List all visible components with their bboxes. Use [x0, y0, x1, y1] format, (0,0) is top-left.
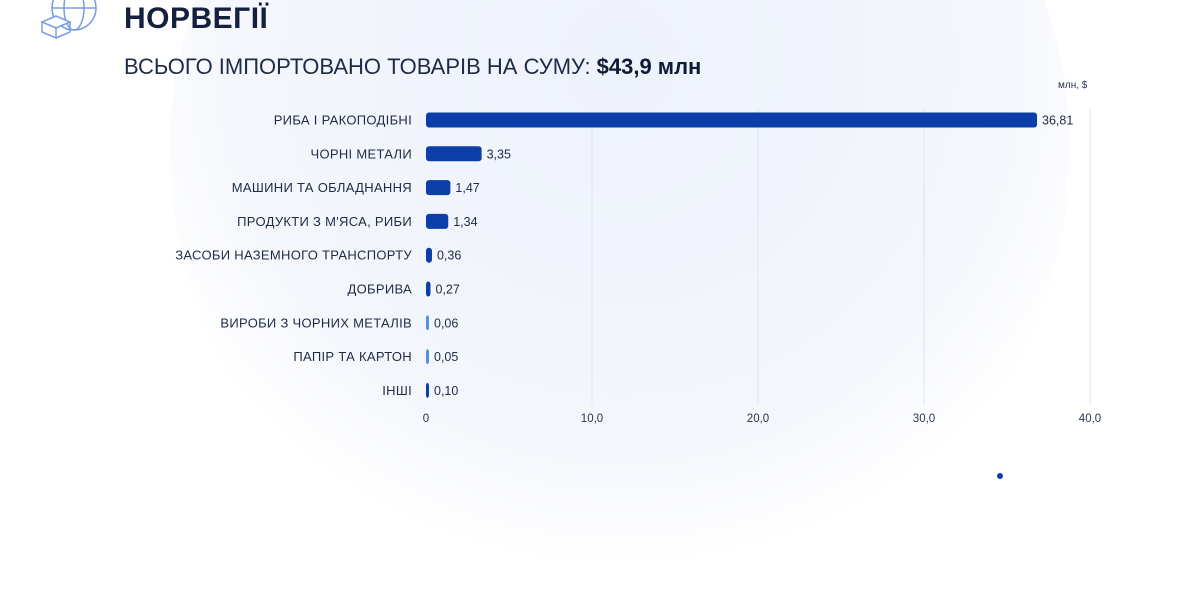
category-label: ВИРОБИ З ЧОРНИХ МЕТАЛІВ — [220, 315, 412, 330]
page-title: НОРВЕГІЇ — [124, 2, 269, 35]
value-label: 1,47 — [455, 181, 479, 195]
bar — [426, 382, 429, 398]
page-indicator-dot — [997, 473, 1003, 479]
import-total: ВСЬОГО ІМПОРТОВАНО ТОВАРІВ НА СУМУ: $43,9… — [124, 54, 701, 80]
import-total-amount: $43,9 млн — [596, 54, 702, 79]
value-label: 0,36 — [437, 249, 461, 263]
category-label: ЗАСОБИ НАЗЕМНОГО ТРАНСПОРТУ — [175, 248, 412, 263]
import-total-label: ВСЬОГО ІМПОРТОВАНО ТОВАРІВ НА СУМУ: — [124, 54, 591, 79]
x-tick-label: 40,0 — [1079, 413, 1101, 425]
value-label: 3,35 — [487, 147, 511, 161]
bar — [426, 213, 449, 229]
category-label: ПАПІР ТА КАРТОН — [293, 349, 412, 364]
value-label: 0,10 — [434, 384, 458, 398]
bar — [426, 146, 482, 162]
category-label: ІНШІ — [382, 383, 412, 398]
bar — [426, 112, 1038, 128]
value-label: 36,81 — [1042, 114, 1073, 128]
category-label: ДОБРИВА — [348, 282, 413, 297]
bar — [426, 247, 432, 263]
value-label: 0,06 — [434, 316, 458, 330]
x-tick-label: 0 — [423, 413, 429, 425]
category-label: МАШИНИ ТА ОБЛАДНАННЯ — [232, 180, 412, 195]
unit-label: млн, $ — [1058, 80, 1088, 91]
category-label: РИБА І РАКОПОДІБНІ — [274, 113, 412, 128]
category-label: ЧОРНІ МЕТАЛИ — [311, 146, 413, 161]
value-label: 0,05 — [434, 350, 458, 364]
category-label: ПРОДУКТИ З М'ЯСА, РИБИ — [237, 214, 412, 229]
value-label: 1,34 — [453, 215, 477, 229]
x-tick-label: 20,0 — [747, 413, 769, 425]
bar-chart: 0 10,0 20,0 30,0 40,0 РИБА І РАКОПОДІБНІ 36,81… — [175, 108, 1101, 425]
bar — [426, 180, 451, 196]
bar — [426, 281, 431, 297]
globe-icon — [40, 0, 97, 40]
bar — [426, 349, 429, 365]
bar — [426, 315, 429, 331]
x-tick-label: 30,0 — [913, 413, 935, 425]
x-tick-label: 10,0 — [581, 413, 603, 425]
value-label: 0,27 — [435, 283, 459, 297]
